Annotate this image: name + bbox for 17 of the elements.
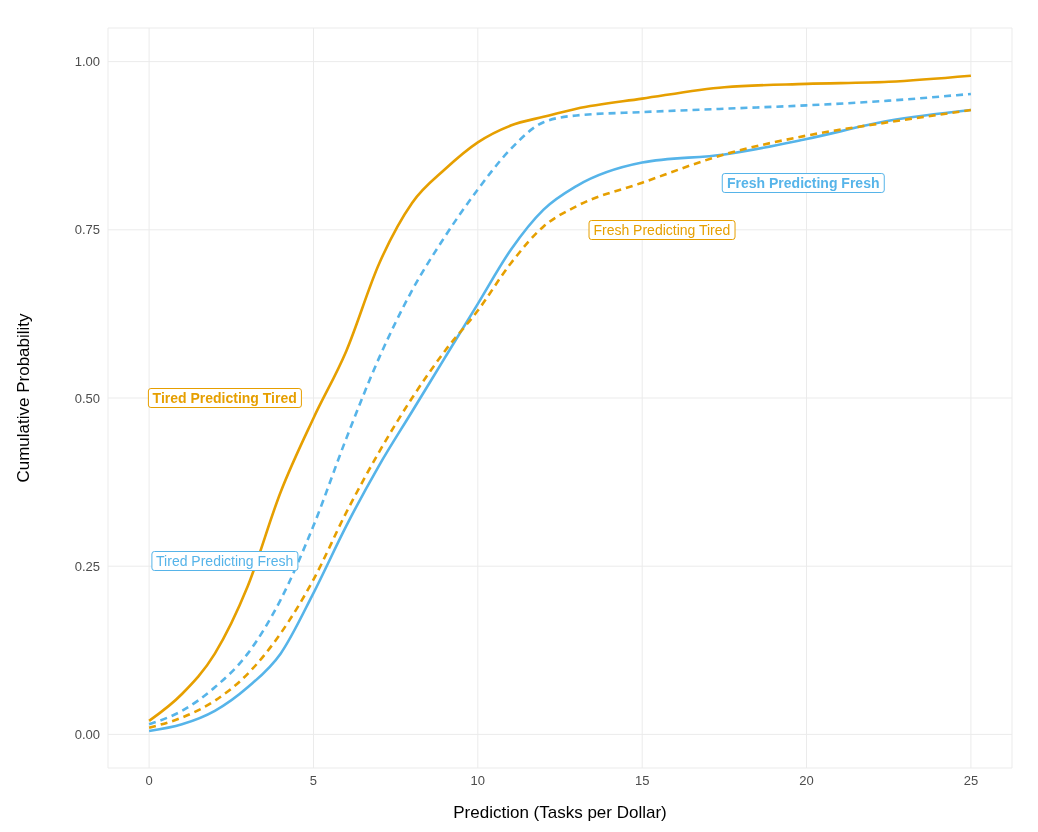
- y-tick-label: 1.00: [74, 54, 100, 70]
- x-tick-label: 25: [963, 773, 979, 789]
- x-tick-label: 15: [634, 773, 650, 789]
- y-tick-label: 0.75: [74, 222, 100, 238]
- series-label: Fresh Predicting Tired: [588, 219, 736, 240]
- x-axis-title: Prediction (Tasks per Dollar): [453, 803, 667, 822]
- x-tick-label: 20: [799, 773, 814, 789]
- x-tick-label: 10: [470, 773, 486, 789]
- y-tick-label: 0.25: [74, 558, 100, 574]
- y-axis-title: Cumulative Probability: [14, 312, 34, 483]
- x-tick-label: 0: [145, 773, 153, 789]
- x-tick-label: 5: [309, 773, 318, 789]
- y-tick-label: 0.00: [74, 726, 100, 742]
- series-label: Fresh Predicting Fresh: [722, 172, 885, 193]
- y-tick-label: 0.50: [74, 390, 100, 406]
- series-label: Tired Predicting Tired: [147, 388, 302, 408]
- series-label: Tired Predicting Fresh: [151, 551, 299, 572]
